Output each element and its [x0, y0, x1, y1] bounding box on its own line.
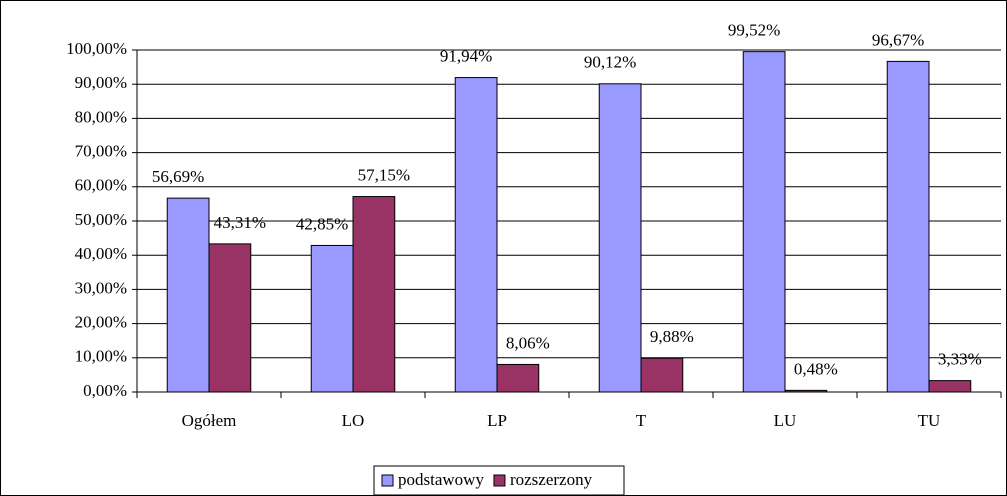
value-label: 90,12%	[584, 53, 636, 72]
bar	[742, 51, 786, 393]
bar	[886, 60, 930, 393]
y-tick-label: 30,00%	[75, 278, 127, 297]
bar	[928, 380, 972, 393]
value-label: 57,15%	[358, 165, 410, 184]
y-tick-label: 60,00%	[75, 176, 127, 195]
bar	[454, 77, 498, 393]
bar	[598, 83, 642, 393]
legend-label: rozszerzony	[510, 470, 593, 489]
bar	[310, 244, 354, 393]
y-tick-label: 10,00%	[75, 347, 127, 366]
x-tick-label: T	[636, 411, 647, 430]
bar	[640, 357, 684, 393]
x-tick-label: LP	[487, 411, 507, 430]
y-tick-label: 90,00%	[75, 73, 127, 92]
x-tick-label: TU	[918, 411, 941, 430]
value-label: 56,69%	[152, 167, 204, 186]
bar	[784, 389, 828, 393]
x-tick-label: Ogółem	[182, 411, 237, 430]
bar	[496, 363, 540, 393]
legend-label: podstawowy	[398, 470, 484, 489]
y-tick-label: 40,00%	[75, 244, 127, 263]
bar	[352, 196, 396, 393]
value-label: 96,67%	[872, 30, 924, 49]
value-label: 0,48%	[794, 359, 838, 378]
y-tick-label: 100,00%	[66, 39, 127, 58]
x-tick-label: LU	[774, 411, 797, 430]
value-label: 91,94%	[440, 46, 492, 65]
bar	[166, 197, 210, 393]
legend-swatch	[381, 474, 394, 487]
value-label: 43,31%	[214, 213, 266, 232]
y-tick-label: 80,00%	[75, 107, 127, 126]
legend-swatch	[493, 474, 506, 487]
y-tick-label: 50,00%	[75, 210, 127, 229]
value-label: 3,33%	[938, 350, 982, 369]
y-tick-label: 20,00%	[75, 313, 127, 332]
value-label: 8,06%	[506, 333, 550, 352]
value-label: 9,88%	[650, 327, 694, 346]
value-label: 99,52%	[728, 21, 780, 40]
bar	[208, 243, 252, 393]
x-tick-label: LO	[342, 411, 365, 430]
y-tick-label: 70,00%	[75, 142, 127, 161]
y-tick-label: 0,00%	[83, 381, 127, 400]
value-label: 42,85%	[296, 214, 348, 233]
